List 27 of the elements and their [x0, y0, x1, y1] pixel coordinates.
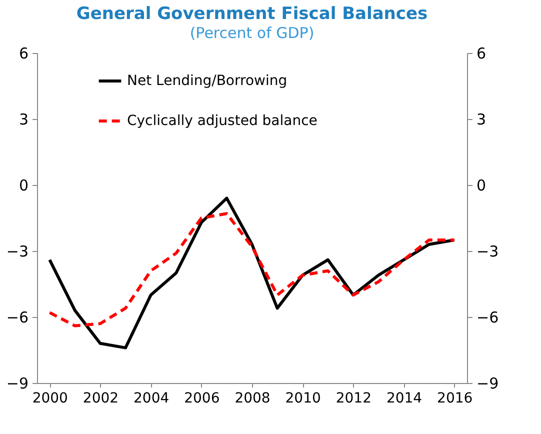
y2-tick-label: 6 [476, 44, 486, 62]
x-tick-label: 2012 [336, 390, 372, 406]
x-tick-label: 2010 [285, 390, 321, 406]
y-tick-label: 6 [18, 44, 28, 62]
y-tick-label: −9 [6, 374, 28, 392]
x-tick-label: 2002 [82, 390, 119, 406]
y2-tick-label: 3 [476, 110, 486, 128]
x-tick-label: 2004 [134, 390, 170, 406]
y2-tick-label: −3 [476, 242, 499, 260]
y2-tick-label: −6 [476, 308, 499, 326]
x-tick-label: 2014 [386, 390, 422, 406]
x-tick-label: 2000 [32, 390, 68, 406]
legend-label: Net Lending/Borrowing [127, 73, 288, 89]
line-series [48, 212, 456, 328]
y2-tick-label: −9 [476, 374, 499, 392]
y-tick-label: 0 [18, 176, 28, 194]
chart-title: General Government Fiscal Balances [76, 4, 428, 24]
legend-label: Cyclically adjusted balance [127, 113, 318, 129]
y-tick-label: −6 [6, 308, 28, 326]
y2-tick-label: 0 [476, 176, 486, 194]
line-series [48, 196, 456, 350]
x-tick-label: 2016 [437, 390, 473, 406]
y-tick-label: 3 [18, 110, 28, 128]
x-tick-label: 2006 [184, 390, 220, 406]
chart-subtitle: (Percent of GDP) [190, 24, 314, 42]
x-tick-label: 2008 [234, 390, 270, 406]
y-tick-label: −3 [6, 242, 28, 260]
